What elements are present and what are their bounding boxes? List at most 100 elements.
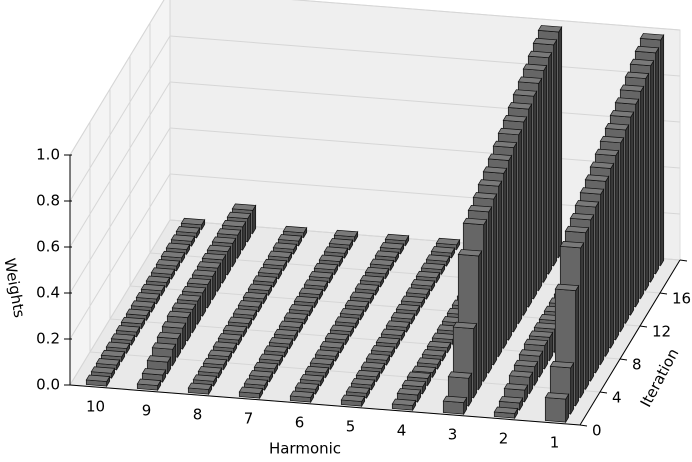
bar-side [538, 77, 543, 292]
bar-top [435, 237, 461, 246]
bar-top [493, 406, 519, 414]
bar-top [639, 33, 665, 41]
bar-top [328, 238, 354, 246]
bar-side [548, 51, 553, 276]
bar-top [472, 192, 498, 200]
bar-top [401, 379, 427, 388]
bar-side [645, 72, 650, 292]
bar-top [360, 361, 386, 369]
bar-top [196, 261, 222, 269]
bar-top [497, 127, 523, 136]
bar-top [457, 249, 483, 257]
bar-top [217, 333, 243, 341]
bar-top [277, 234, 303, 242]
bar-top [502, 115, 528, 123]
bar-top [533, 322, 559, 330]
bar-top [355, 369, 381, 378]
bar-top [110, 333, 136, 341]
bar-side [595, 200, 600, 374]
bar-top [206, 244, 232, 253]
bar-top [604, 123, 630, 131]
bar-top [105, 341, 131, 349]
bar-top [294, 382, 320, 390]
bar-top [589, 161, 615, 169]
bar-side [635, 98, 640, 308]
bar-side [600, 187, 605, 366]
bar-top [482, 166, 508, 174]
bar [141, 368, 167, 384]
bar-top [263, 345, 289, 353]
z-axis-label: Weights [0, 257, 28, 319]
bar-side [610, 162, 615, 350]
bar-top [334, 316, 360, 324]
bar-top [426, 340, 452, 349]
bar-top [226, 211, 252, 220]
bar-top [150, 267, 176, 275]
bar-top [323, 246, 349, 254]
bar-top [247, 283, 273, 291]
bar-top [523, 338, 549, 347]
bar-top [155, 259, 181, 267]
bar-top [115, 325, 141, 333]
bar-top [135, 292, 161, 300]
y-tick [639, 325, 648, 328]
bar-top [313, 262, 339, 271]
bar-top [594, 148, 620, 157]
bar-top [405, 287, 431, 295]
bar-top [170, 234, 196, 242]
bar-top [253, 361, 279, 370]
y-tick [619, 358, 628, 361]
bar-top [288, 304, 314, 312]
bar-top [609, 110, 635, 118]
bar-top [354, 283, 380, 291]
x-tick-label: 1 [550, 434, 560, 452]
bar-side [523, 115, 528, 317]
bar-side [558, 25, 563, 259]
bar-top [212, 341, 238, 349]
z-tick-label: 0.0 [36, 376, 60, 394]
grid-line [69, 35, 171, 202]
bar-top [299, 374, 325, 382]
bar-side [478, 249, 483, 391]
bar-top [375, 336, 401, 345]
bar-side [605, 175, 610, 358]
bar-top [452, 321, 478, 330]
bar-front [442, 400, 465, 415]
bar-front [544, 397, 567, 423]
bar [493, 406, 519, 420]
bar-side [473, 322, 478, 399]
bar-top [559, 240, 585, 249]
bar-top [242, 291, 268, 300]
bar-top [350, 378, 376, 386]
bar-top [192, 374, 218, 382]
x-tick-label: 6 [295, 414, 305, 432]
bar-top [125, 308, 151, 316]
bar-top [384, 233, 410, 242]
bar-top [151, 342, 177, 350]
bar-top [175, 226, 201, 234]
bar-top [160, 250, 186, 259]
bar-top [364, 266, 390, 275]
bar-top [272, 242, 298, 250]
y-tick [599, 391, 608, 394]
bar-top [492, 140, 518, 149]
bar-top [339, 308, 365, 316]
bar-top [467, 204, 493, 213]
bar-top [273, 328, 299, 337]
grid-line [69, 81, 171, 248]
bar-side [498, 179, 503, 358]
bar-top [564, 225, 590, 234]
bar-top [333, 229, 359, 238]
bar [202, 357, 228, 371]
bar-top [257, 267, 283, 275]
bar-top [237, 300, 263, 308]
y-tick-label: 0 [592, 422, 602, 440]
bar-top [146, 355, 172, 363]
bar-top [141, 368, 167, 376]
bar-top [614, 97, 640, 105]
bar [442, 395, 468, 416]
grid-line [69, 0, 165, 156]
bar-top [410, 279, 436, 287]
bar-top [619, 84, 645, 92]
bar-side [543, 64, 548, 284]
